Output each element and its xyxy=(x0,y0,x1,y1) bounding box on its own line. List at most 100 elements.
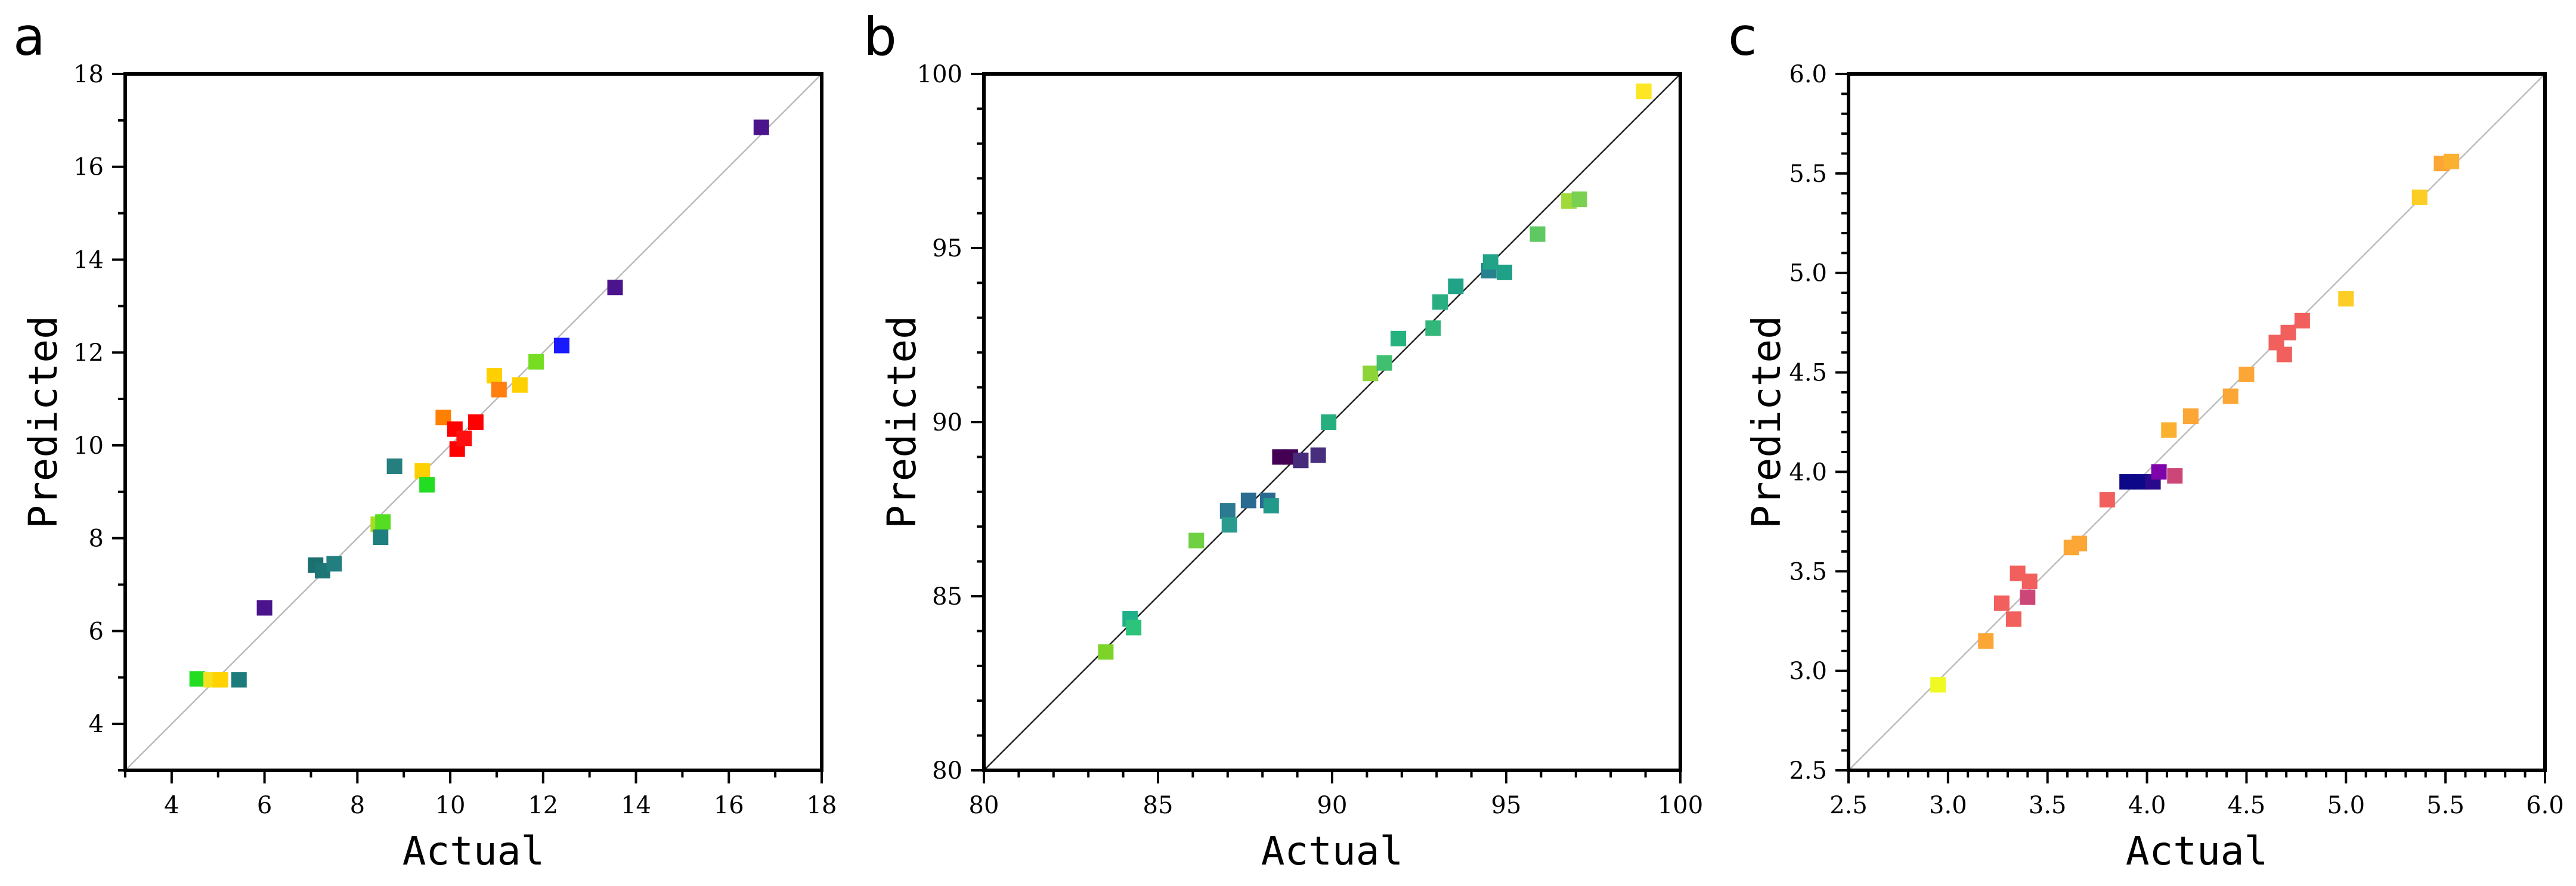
data-point xyxy=(456,430,472,447)
data-point xyxy=(528,354,544,370)
data-point xyxy=(1219,503,1236,519)
panel-a-letter: a xyxy=(13,6,45,67)
data-point xyxy=(1240,492,1256,509)
data-point xyxy=(419,477,435,493)
data-point xyxy=(2280,324,2296,340)
panel-a-ticks: 4 6 8 10 12 14 16 18 4 6 8 10 12 14 16 18 xyxy=(73,61,837,819)
panel-b-letter: b xyxy=(863,6,897,67)
data-point xyxy=(2444,153,2460,169)
x-tick-label: 14 xyxy=(621,792,651,819)
x-tick-label: 5.5 xyxy=(2426,792,2464,819)
panel-c-plot-frame xyxy=(1847,72,2547,772)
y-tick-label: 3.0 xyxy=(1789,658,1827,685)
y-tick-label: 18 xyxy=(73,61,104,88)
y-tick-label: 12 xyxy=(73,339,104,367)
data-point xyxy=(373,529,389,546)
y-tick-label: 80 xyxy=(932,757,962,785)
data-point xyxy=(2119,474,2135,490)
y-tick-label: 2.5 xyxy=(1789,757,1827,785)
data-point xyxy=(2222,388,2238,404)
x-tick-label: 80 xyxy=(969,792,999,819)
panel-c-points xyxy=(1930,153,2460,693)
data-point xyxy=(487,368,503,384)
x-tick-label: 5.0 xyxy=(2327,792,2365,819)
x-tick-label: 3.0 xyxy=(1929,792,1967,819)
y-tick-label: 3.5 xyxy=(1789,558,1827,585)
data-point xyxy=(2294,312,2310,329)
panel-b-x-axis-title: Actual xyxy=(1261,828,1403,874)
x-tick-label: 3.5 xyxy=(2029,792,2067,819)
data-point xyxy=(2411,189,2428,205)
data-point xyxy=(386,458,402,474)
data-point xyxy=(1432,294,1448,310)
panel-b-points xyxy=(1098,83,1652,660)
data-point xyxy=(1390,330,1406,346)
data-point xyxy=(2020,589,2036,605)
data-point xyxy=(1188,532,1205,549)
y-tick-label: 6 xyxy=(89,618,104,645)
y-tick-label: 4.0 xyxy=(1789,459,1827,486)
data-point xyxy=(1263,498,1279,514)
data-point xyxy=(1425,320,1441,336)
panel-a: a 4 6 8 10 12 14 16 18 4 6 8 10 12 14 16 18 Actual Pred… xyxy=(13,6,837,874)
data-point xyxy=(2182,408,2199,424)
data-point xyxy=(256,600,273,616)
panel-a-y-axis-title: Predicted xyxy=(20,315,66,529)
data-point xyxy=(189,671,205,687)
data-point xyxy=(1530,226,1546,242)
data-point xyxy=(1293,453,1309,469)
data-point xyxy=(2151,464,2167,480)
x-tick-label: 90 xyxy=(1317,792,1348,819)
panel-a-plot-frame xyxy=(123,72,823,772)
data-point xyxy=(2238,366,2255,382)
data-point xyxy=(1636,83,1652,100)
x-tick-label: 6 xyxy=(257,792,272,819)
x-tick-label: 4 xyxy=(164,792,179,819)
data-point xyxy=(414,463,431,479)
panel-b: b 80 85 90 95 100 80 85 90 95 100 Actual Predicte… xyxy=(863,6,1703,874)
data-point xyxy=(2005,611,2021,627)
panel-c: c 2.5 3.0 3.5 4.0 4.5 5.0 5.5 6.0 2.5 3.0 3.5 4.0 4.… xyxy=(1728,6,2564,874)
data-point xyxy=(1221,517,1237,533)
data-point xyxy=(1571,191,1587,207)
data-point xyxy=(553,337,569,354)
x-tick-label: 2.5 xyxy=(1829,792,1868,819)
x-tick-label: 6.0 xyxy=(2526,792,2564,819)
y-tick-label: 4 xyxy=(89,711,104,738)
panel-c-ticks: 2.5 3.0 3.5 4.0 4.5 5.0 5.5 6.0 2.5 3.0 3.5 4.0 4.5 5… xyxy=(1789,61,2563,819)
x-tick-label: 10 xyxy=(435,792,466,819)
y-tick-label: 14 xyxy=(73,246,104,274)
y-tick-label: 16 xyxy=(73,154,104,181)
data-point xyxy=(212,672,228,688)
data-point xyxy=(1482,254,1498,270)
y-tick-label: 5.0 xyxy=(1789,260,1827,287)
data-point xyxy=(2072,535,2088,552)
y-tick-label: 85 xyxy=(932,583,962,611)
y-tick-label: 5.5 xyxy=(1789,160,1827,188)
panel-a-points xyxy=(189,119,769,688)
data-point xyxy=(2161,422,2177,438)
data-point xyxy=(2338,291,2354,307)
x-tick-label: 4.5 xyxy=(2228,792,2266,819)
y-tick-label: 6.0 xyxy=(1789,61,1827,88)
y-tick-label: 90 xyxy=(932,409,962,436)
data-point xyxy=(2099,492,2115,508)
y-tick-label: 100 xyxy=(917,61,962,88)
x-tick-label: 16 xyxy=(714,792,744,819)
data-point xyxy=(512,377,528,393)
data-point xyxy=(607,280,623,296)
x-tick-label: 18 xyxy=(807,792,837,819)
panel-b-ticks: 80 85 90 95 100 80 85 90 95 100 xyxy=(917,61,1704,819)
x-tick-label: 12 xyxy=(528,792,558,819)
data-point xyxy=(1310,447,1326,463)
data-point xyxy=(1497,264,1513,280)
data-point xyxy=(1126,619,1142,636)
x-tick-label: 4.0 xyxy=(2128,792,2166,819)
panel-b-y-axis-title: Predicted xyxy=(879,315,925,529)
data-point xyxy=(1993,595,2010,611)
data-point xyxy=(2167,468,2183,484)
panel-c-y-axis-title: Predicted xyxy=(1744,315,1789,529)
data-point xyxy=(1363,365,1379,382)
x-tick-label: 100 xyxy=(1658,792,1703,819)
